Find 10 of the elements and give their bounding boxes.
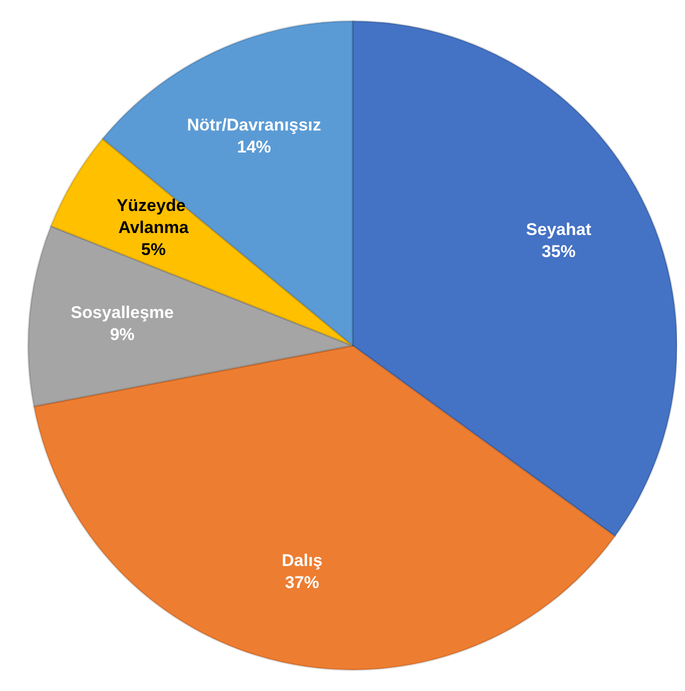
data-label: 9% xyxy=(110,325,135,344)
slice-label: Yüzeyde Avlanma xyxy=(116,196,190,238)
slice-label: Dalış xyxy=(282,550,322,570)
slice-label: Seyahat xyxy=(526,220,592,239)
data-label: 35% xyxy=(542,242,576,261)
data-label: 14% xyxy=(237,138,272,157)
slice-label: Nötr/Davranışsız xyxy=(186,116,322,135)
data-label: 5% xyxy=(141,240,166,260)
data-label: 37% xyxy=(285,572,320,592)
slice-label: Sosyalleşme xyxy=(70,303,174,322)
